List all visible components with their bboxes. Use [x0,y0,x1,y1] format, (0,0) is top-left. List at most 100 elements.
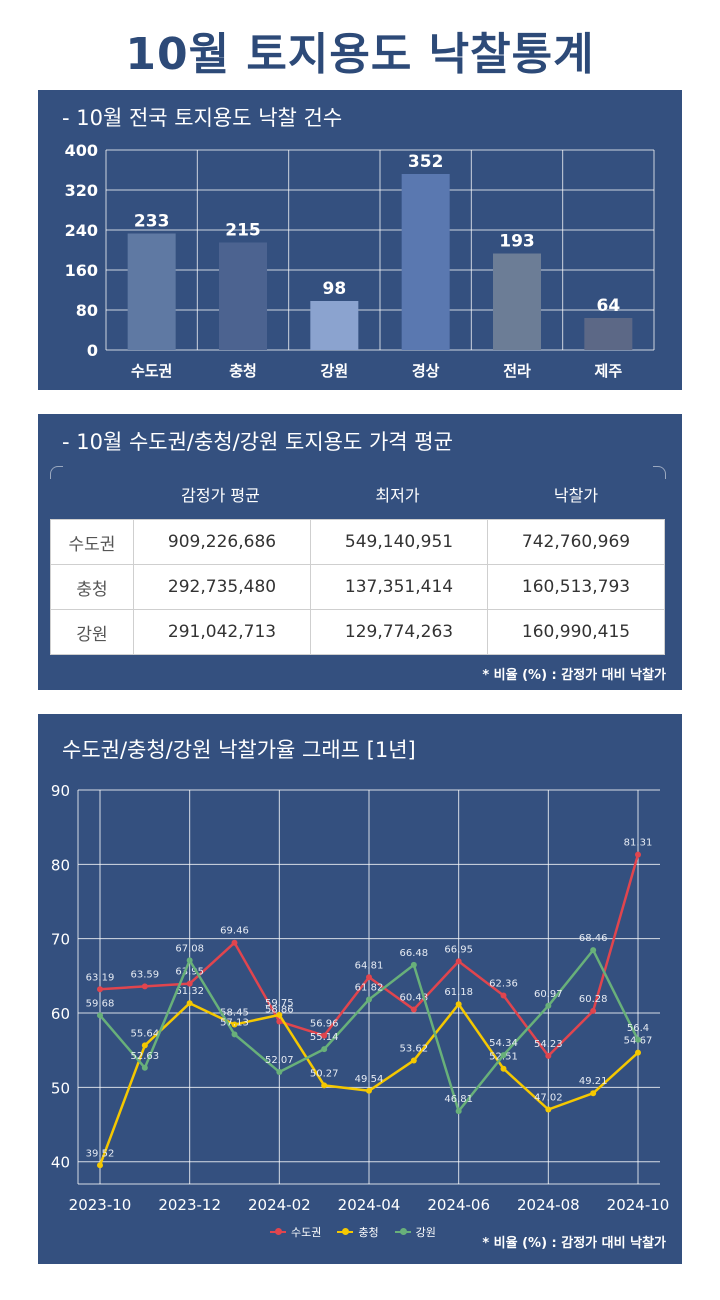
data-point [635,1049,641,1056]
bar-chart-panel: - 10월 전국 토지용도 낙찰 건수 0 80 160 240 320 400 233 수도… [38,90,682,390]
data-point [231,1021,238,1028]
ratio-note: * 비율 (%) : 감정가 대비 낙찰가 [482,1236,666,1251]
data-label: 66.48 [400,948,429,959]
data-point [545,1002,552,1009]
table-header-winning: 낙찰가 [553,486,599,505]
bar-chart: 0 80 160 240 320 400 233 수도권 215 충청 98 강원 352 경상 193 전라… [65,141,655,380]
data-label: 193 [499,232,535,252]
data-point [500,992,507,999]
data-point [366,1087,372,1094]
line-chart: 40 50 60 70 80 90 2023-10 2023-12 2024-02 2024-04… [51,782,670,1214]
bar [493,253,541,350]
data-point [276,1018,283,1025]
data-label: 59.75 [265,998,294,1009]
data-point [455,958,462,965]
data-label: 56.96 [310,1019,339,1030]
data-point [366,974,372,981]
data-point [545,1052,552,1059]
data-label: 233 [134,212,170,232]
data-point [590,947,597,954]
data-point [410,1006,417,1013]
data-point [590,1007,597,1014]
data-point [366,996,372,1003]
data-point [321,1046,328,1053]
data-point [97,1162,103,1169]
data-point [500,1052,507,1059]
data-point [321,1082,328,1089]
data-label: 58.86 [265,1004,294,1015]
data-label: 58.45 [220,1008,249,1019]
y-tick-label: 90 [51,782,70,800]
table-header-appraisal: 감정가 평균 [181,486,260,505]
data-label: 57.13 [220,1017,249,1028]
page-title: 10월 토지용도 낙찰통계 [125,29,595,80]
data-label: 49.21 [579,1076,608,1087]
data-point [635,851,641,858]
data-point [635,1036,641,1043]
data-label: 69.46 [220,926,249,937]
chart-legend: 수도권 충청 강원 [270,1224,436,1240]
table-cell: 742,760,969 [487,519,665,565]
data-label: 60.48 [400,992,429,1003]
x-tick-label: 경상 [412,362,440,380]
bar [127,233,176,350]
data-label: 64.81 [355,960,384,971]
x-tick-label: 2023-10 [69,1196,132,1214]
data-label: 61.82 [355,982,384,993]
data-label: 55.64 [131,1028,160,1039]
row-label: 충청 [50,564,134,610]
legend-item-sudogwon: 수도권 [270,1224,321,1240]
x-tick-label: 2024-10 [607,1196,670,1214]
data-label: 39.52 [86,1148,115,1159]
x-tick-label: 강원 [321,362,349,380]
table-cell: 292,735,480 [133,564,311,610]
data-label: 54.34 [489,1038,518,1049]
data-label: 55.14 [310,1032,339,1043]
table-row: 충청 292,735,480 137,351,414 160,513,793 [50,564,665,610]
table-cell: 549,140,951 [310,519,488,565]
data-point [186,957,193,964]
data-point [97,986,103,993]
y-tick-label: 50 [51,1079,70,1097]
bar [219,242,267,350]
table-cell: 909,226,686 [133,519,311,565]
y-tick-label: 60 [51,1005,70,1023]
row-label: 강원 [50,609,134,655]
y-tick-label: 400 [65,141,98,160]
table-cell: 129,774,263 [310,609,488,655]
data-point [231,939,238,946]
bar-chart-title: - 10월 전국 토지용도 낙찰 건수 [62,106,343,130]
table-header-min: 최저가 [375,486,420,505]
data-label: 63.19 [86,972,115,983]
table-row: 강원 291,042,713 129,774,263 160,990,415 [50,609,665,655]
data-point [97,1012,103,1019]
legend-item-chungcheong: 충청 [337,1224,379,1240]
table-cell: 160,990,415 [487,609,665,655]
x-tick-label: 제주 [595,362,623,380]
data-point [141,1042,148,1049]
x-tick-label: 2024-08 [517,1196,580,1214]
data-label: 54.23 [534,1039,563,1050]
table-row: 수도권 909,226,686 549,140,951 742,760,969 [50,519,665,565]
data-point [590,1090,597,1097]
data-point [141,983,148,990]
data-label: 66.95 [444,944,473,955]
data-point [186,980,193,987]
x-tick-label: 전라 [503,362,531,380]
data-label: 64 [596,296,620,316]
x-tick-label: 2024-02 [248,1196,311,1214]
bar [584,318,633,350]
line-chart-panel: 수도권/충청/강원 낙찰가율 그래프 [1년] 40 50 60 70 80 90 2023… [38,714,682,1264]
data-point [410,1057,417,1064]
legend-item-gangwon: 강원 [394,1224,436,1240]
x-tick-label: 2024-04 [338,1196,401,1214]
data-label: 63.95 [175,967,204,978]
data-label: 68.46 [579,933,608,944]
data-label: 56.4 [627,1023,649,1034]
bar [310,301,359,350]
y-tick-label: 240 [65,221,98,240]
ratio-note: * 비율 (%) : 감정가 대비 낙찰가 [482,668,666,683]
data-point [276,1068,283,1075]
table-cell: 137,351,414 [310,564,488,610]
data-label: 61.18 [444,987,473,998]
